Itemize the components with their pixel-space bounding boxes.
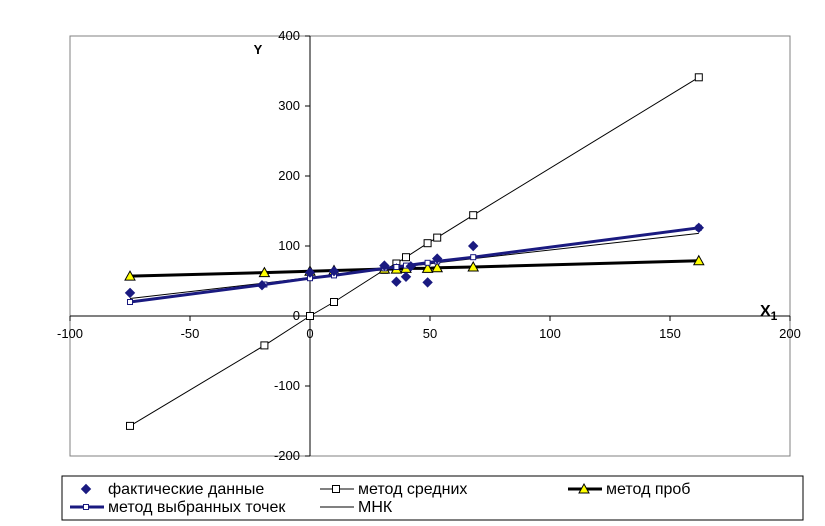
data-point	[694, 73, 703, 82]
data-point	[693, 222, 705, 234]
legend-item: метод средних	[320, 481, 467, 498]
y-tick-label: -200	[274, 448, 300, 463]
y-tick-label: 300	[278, 98, 300, 113]
series-layer	[124, 73, 705, 430]
data-point	[692, 254, 705, 266]
data-point	[260, 341, 269, 350]
data-point	[470, 254, 477, 261]
data-point	[379, 260, 390, 271]
legend-item: МНК	[320, 499, 393, 516]
x-axis-title-subscript: 1	[771, 309, 778, 323]
data-point	[304, 267, 316, 278]
data-point	[421, 262, 434, 273]
data-point	[431, 261, 444, 273]
data-point	[328, 265, 340, 277]
data-point	[127, 299, 133, 305]
data-point	[424, 259, 431, 266]
x-tick-label: 100	[539, 326, 561, 341]
legend-item: метод выбранных точек	[70, 499, 286, 516]
y-tick-label: -100	[274, 378, 300, 393]
legend-item: метод проб	[568, 481, 690, 498]
data-point	[467, 260, 480, 272]
data-point	[422, 277, 433, 288]
data-point	[124, 270, 136, 281]
legend: фактические данные метод средних метод про…	[61, 475, 804, 521]
data-point	[124, 287, 136, 299]
legend-label: метод проб	[606, 481, 690, 498]
x-tick-label: -50	[181, 326, 200, 341]
x-axis-title-main: X	[760, 303, 771, 320]
data-point	[83, 504, 89, 510]
data-point	[80, 483, 92, 495]
data-point	[469, 211, 478, 220]
x-tick-label: 200	[779, 326, 801, 341]
data-point	[258, 266, 271, 278]
y-tick-label: 400	[278, 28, 300, 43]
data-point	[402, 253, 410, 262]
y-tick-label: 0	[293, 308, 300, 323]
y-axis-title: Y	[254, 42, 263, 57]
x-tick-label: 150	[659, 326, 681, 341]
x-tick-label: 50	[423, 326, 437, 341]
data-point	[256, 279, 268, 291]
legend-label: метод средних	[358, 481, 467, 498]
data-point	[126, 421, 134, 430]
legend-label: фактические данные	[108, 481, 264, 498]
x-axis-title: X1	[760, 303, 778, 323]
data-point	[433, 233, 442, 242]
y-tick-label: 200	[278, 168, 300, 183]
data-point	[330, 298, 338, 306]
y-ticks: -200 -100 0 100 200 300 400	[274, 28, 310, 463]
data-point	[391, 276, 402, 287]
data-point	[332, 485, 340, 493]
legend-item: фактические данные	[80, 481, 264, 498]
x-ticks: -100 -50 0 50 100 150 200	[57, 316, 801, 341]
data-point	[467, 240, 479, 252]
x-tick-label: 0	[306, 326, 313, 341]
data-point	[400, 271, 412, 283]
series-1	[124, 222, 705, 299]
legend-label: МНК	[358, 499, 393, 516]
x-tick-label: -100	[57, 326, 83, 341]
legend-box	[61, 475, 804, 521]
data-point	[306, 312, 314, 320]
legend-label: метод выбранных точек	[108, 499, 286, 516]
data-point	[393, 264, 400, 270]
data-point	[423, 239, 432, 248]
data-point	[578, 482, 590, 494]
data-point	[405, 261, 417, 272]
data-point	[431, 253, 443, 264]
y-tick-label: 100	[278, 238, 300, 253]
